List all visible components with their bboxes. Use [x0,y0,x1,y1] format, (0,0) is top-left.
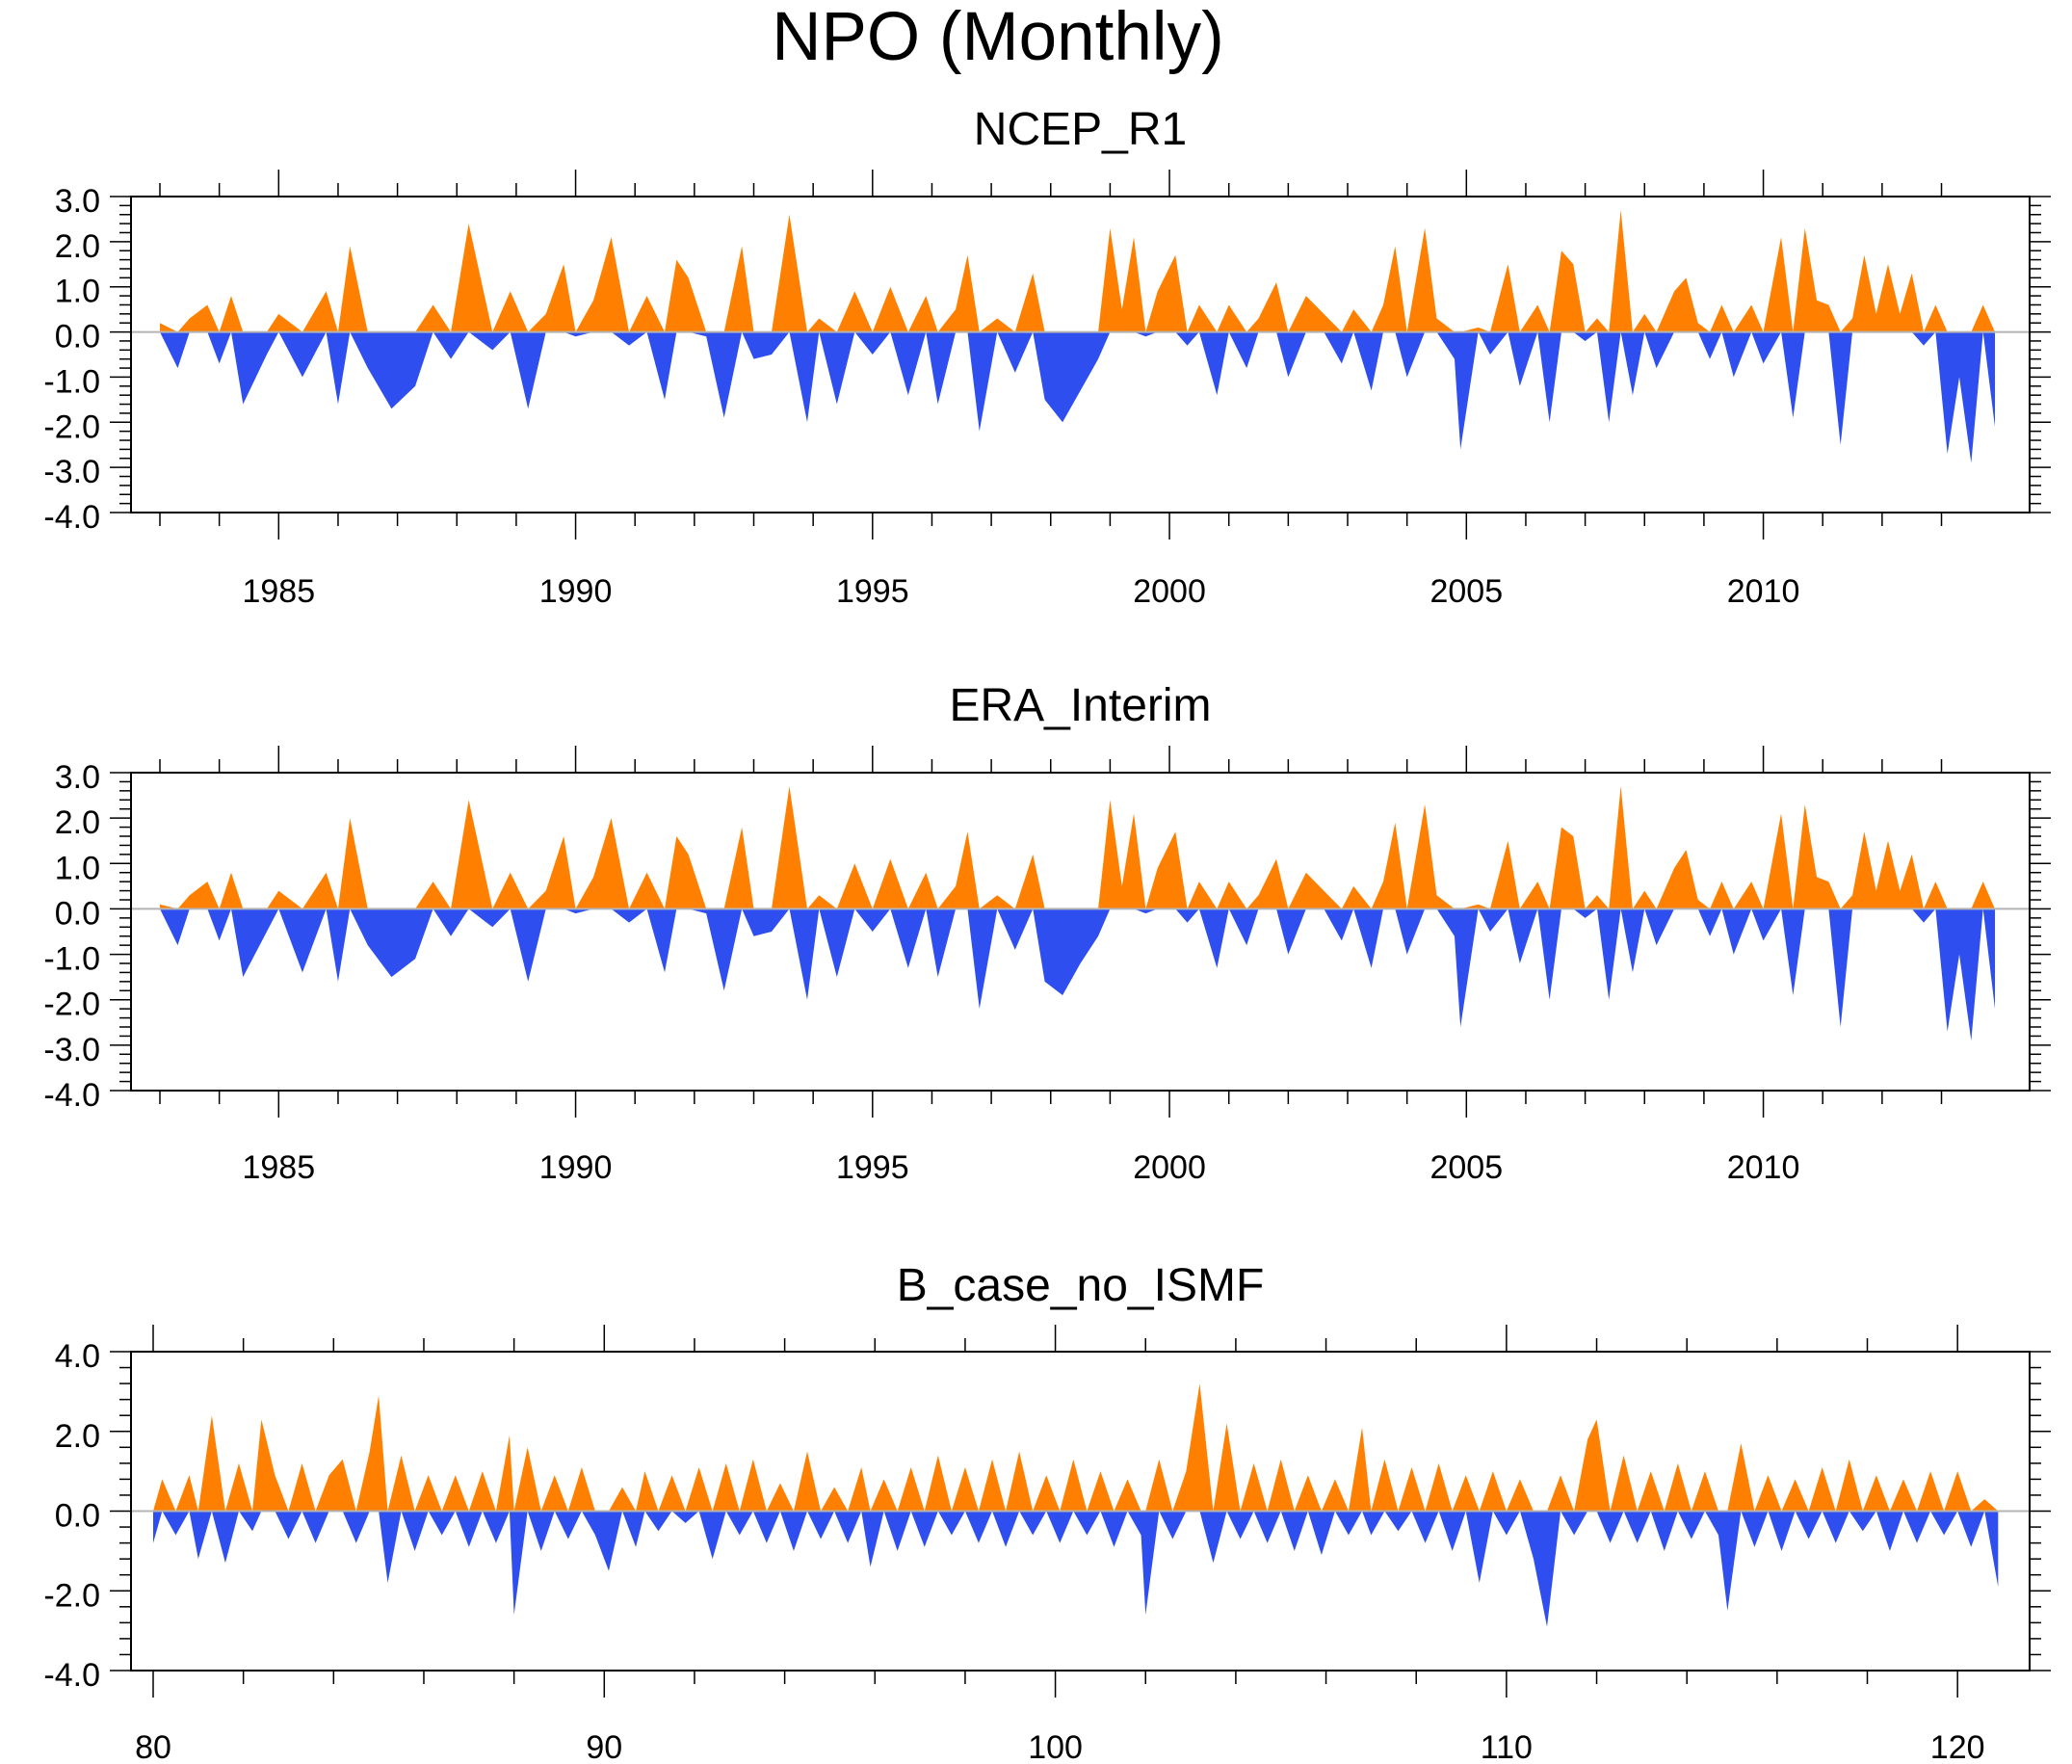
x-tick-label: 2005 [1429,573,1503,610]
x-tick-label: 2010 [1727,1149,1800,1186]
panel-2: ERA_Interim -4.0 -3.0 -2.0 -1.0 0.0 1.0 2.0 3.0 1… [43,680,2051,1186]
y-tick-label: 1.0 [55,274,100,310]
panel-title: B_case_no_ISMF [897,1260,1265,1311]
positive-anomaly-area [160,786,1995,909]
y-tick-label: 4.0 [55,1338,100,1375]
y-tick-label: -3.0 [43,454,100,490]
y-tick-label: 0.0 [55,895,100,932]
x-tick-label: 2000 [1133,1149,1206,1186]
y-tick-label: -1.0 [43,363,100,400]
y-tick-label: -3.0 [43,1032,100,1068]
x-tick-label: 1985 [242,573,315,610]
x-tick-label: 1995 [836,573,909,610]
x-tick-label: 90 [586,1729,622,1764]
y-tick-label: -2.0 [43,1577,100,1614]
figure-title: NPO (Monthly) [772,0,1223,75]
y-tick-label: -1.0 [43,941,100,978]
chart-panels: NCEP_R1 -4.0 -3.0 -2.0 -1.0 0.0 1.0 2.0 3.0 1985 1… [43,104,2051,1764]
x-tick-label: 120 [1930,1729,1985,1764]
positive-anomaly-area [160,210,1995,332]
panel-title: NCEP_R1 [974,104,1187,155]
negative-anomaly-area [160,908,1995,1041]
y-tick-label: 3.0 [55,183,100,220]
x-tick-label: 1990 [539,1149,613,1186]
x-tick-label: 2005 [1429,1149,1503,1186]
x-tick-label: 100 [1028,1729,1083,1764]
positive-anomaly-area [153,1383,1999,1512]
x-tick-label: 1985 [242,1149,315,1186]
y-tick-label: -4.0 [43,1077,100,1114]
panel-1: NCEP_R1 -4.0 -3.0 -2.0 -1.0 0.0 1.0 2.0 3.0 1985 1… [43,104,2051,610]
y-tick-label: 0.0 [55,1498,100,1535]
panel-3: B_case_no_ISMF -4.0 -2.0 0.0 2.0 4.0 80 90 100 11… [43,1260,2051,1764]
x-tick-label: 2000 [1133,573,1206,610]
y-tick-label: -4.0 [43,1657,100,1694]
negative-anomaly-area [160,331,1995,463]
y-tick-label: 2.0 [55,228,100,265]
panel-title: ERA_Interim [949,680,1211,731]
y-tick-label: 3.0 [55,759,100,796]
y-tick-label: 1.0 [55,850,100,886]
y-tick-label: 2.0 [55,1418,100,1455]
y-tick-label: 0.0 [55,319,100,355]
plot-frame [130,772,2031,1092]
y-tick-label: -2.0 [43,408,100,445]
x-tick-label: 1995 [836,1149,909,1186]
plot-frame [130,196,2031,513]
y-tick-label: -2.0 [43,987,100,1023]
x-tick-label: 110 [1481,1729,1533,1764]
negative-anomaly-area [153,1511,1999,1627]
x-tick-label: 1990 [539,573,613,610]
x-tick-label: 80 [135,1729,171,1764]
x-tick-label: 2010 [1727,573,1800,610]
y-tick-label: 2.0 [55,804,100,841]
y-tick-label: -4.0 [43,499,100,536]
